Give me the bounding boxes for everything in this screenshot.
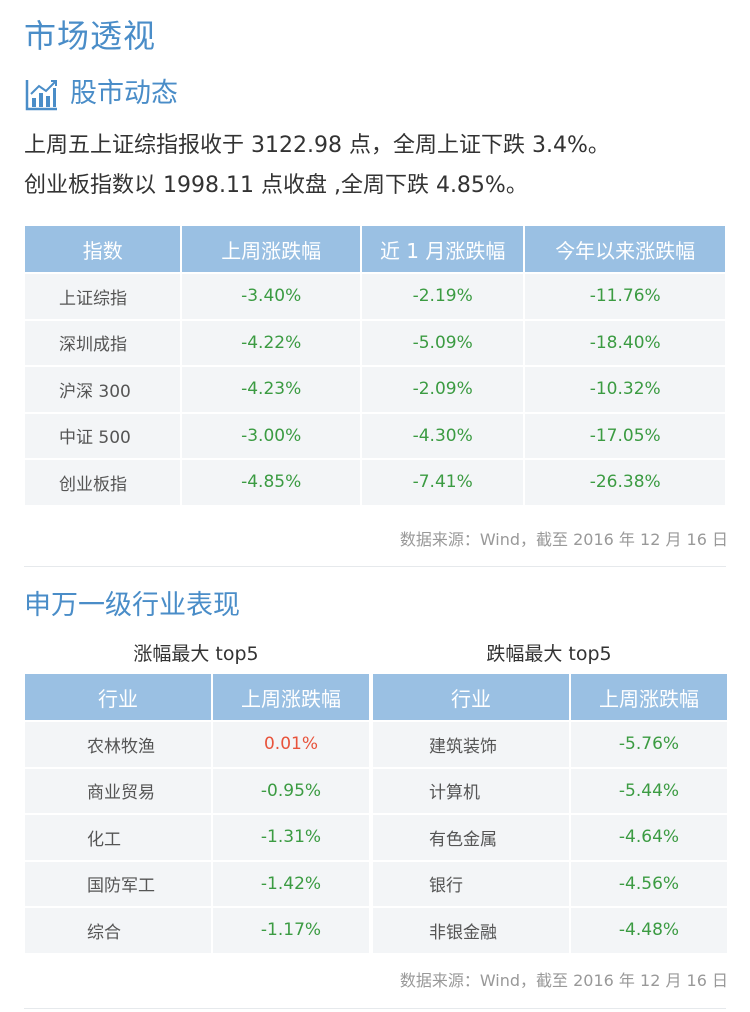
- table-row: 深圳成指 -4.22% -5.09% -18.40%: [25, 320, 725, 365]
- month-change: -2.09%: [361, 367, 524, 412]
- ytd-change: -11.76%: [525, 274, 725, 319]
- table-header-row: 行业 上周涨跌幅: [25, 674, 369, 720]
- month-change: -5.09%: [361, 320, 524, 365]
- ytd-change: -10.32%: [525, 367, 725, 412]
- top-gainers-caption: 涨幅最大 top5: [133, 643, 259, 665]
- month-change: -4.30%: [361, 413, 524, 458]
- week-change: -1.17%: [213, 908, 369, 953]
- ytd-change: -18.40%: [525, 320, 725, 365]
- column-header: 上周涨跌幅: [213, 674, 369, 720]
- week-change: -4.22%: [182, 320, 360, 365]
- industry-name: 有色金属: [373, 815, 569, 860]
- section-title-market: 股市动态: [70, 78, 178, 109]
- industry-name: 综合: [25, 908, 211, 953]
- index-name: 中证 500: [25, 413, 181, 458]
- week-change: -0.95%: [213, 768, 369, 813]
- table-row: 沪深 300 -4.23% -2.09% -10.32%: [25, 367, 725, 412]
- top-losers-table: 行业 上周涨跌幅 建筑装饰 -5.76% 计算机 -5.44% 有色金属 -4.…: [371, 672, 729, 955]
- table-row: 银行 -4.56%: [373, 861, 727, 906]
- column-header: 行业: [373, 674, 569, 720]
- week-change: -4.85%: [182, 460, 360, 505]
- week-change: -4.64%: [571, 815, 727, 860]
- column-header: 上周涨跌幅: [571, 674, 727, 720]
- section-title-industry: 申万一级行业表现: [24, 590, 240, 621]
- week-change: -5.44%: [571, 768, 727, 813]
- month-change: -7.41%: [361, 460, 524, 505]
- section-header-market: 股市动态: [24, 74, 178, 114]
- data-source-note: 数据来源：Wind，截至 2016 年 12 月 16 日: [399, 530, 728, 549]
- ytd-change: -26.38%: [525, 460, 725, 505]
- industry-name: 商业贸易: [25, 768, 211, 813]
- table-header-row: 行业 上周涨跌幅: [373, 674, 727, 720]
- table-row: 综合 -1.17%: [25, 908, 369, 953]
- table-header-row: 指数 上周涨跌幅 近 1 月涨跌幅 今年以来涨跌幅: [25, 226, 725, 272]
- summary-line: 上周五上证综指报收于 3122.98 点，全周上证下跌 3.4%。: [24, 133, 610, 158]
- column-header: 行业: [25, 674, 211, 720]
- bar-chart-icon: [25, 80, 57, 111]
- industry-name: 非银金融: [373, 908, 569, 953]
- industry-name: 农林牧渔: [25, 722, 211, 767]
- index-name: 上证综指: [25, 274, 181, 319]
- table-row: 商业贸易 -0.95%: [25, 768, 369, 813]
- index-table: 指数 上周涨跌幅 近 1 月涨跌幅 今年以来涨跌幅 上证综指 -3.40% -2…: [23, 224, 727, 507]
- industry-name: 国防军工: [25, 861, 211, 906]
- table-row: 创业板指 -4.85% -7.41% -26.38%: [25, 460, 725, 505]
- data-source-note: 数据来源：Wind，截至 2016 年 12 月 16 日: [399, 971, 728, 990]
- table-row: 计算机 -5.44%: [373, 768, 727, 813]
- top-gainers-table: 行业 上周涨跌幅 农林牧渔 0.01% 商业贸易 -0.95% 化工 -1.31…: [23, 672, 371, 955]
- week-change: -1.42%: [213, 861, 369, 906]
- week-change: -3.00%: [182, 413, 360, 458]
- summary-line: 创业板指数以 1998.11 点收盘 ,全周下跌 4.85%。: [24, 173, 528, 198]
- page-title: 市场透视: [24, 17, 157, 55]
- week-change: -5.76%: [571, 722, 727, 767]
- market-summary: 上周五上证综指报收于 3122.98 点，全周上证下跌 3.4%。 创业板指数以…: [24, 126, 734, 206]
- week-change: -4.48%: [571, 908, 727, 953]
- index-name: 创业板指: [25, 460, 181, 505]
- week-change: 0.01%: [213, 722, 369, 767]
- table-row: 上证综指 -3.40% -2.19% -11.76%: [25, 274, 725, 319]
- week-change: -4.56%: [571, 861, 727, 906]
- table-row: 中证 500 -3.00% -4.30% -17.05%: [25, 413, 725, 458]
- table-row: 农林牧渔 0.01%: [25, 722, 369, 767]
- industry-name: 计算机: [373, 768, 569, 813]
- table-row: 建筑装饰 -5.76%: [373, 722, 727, 767]
- column-header: 近 1 月涨跌幅: [361, 226, 524, 272]
- index-name: 沪深 300: [25, 367, 181, 412]
- industry-name: 建筑装饰: [373, 722, 569, 767]
- week-change: -1.31%: [213, 815, 369, 860]
- top-losers-caption: 跌幅最大 top5: [486, 643, 612, 665]
- divider: [24, 1008, 726, 1009]
- industry-name: 银行: [373, 861, 569, 906]
- ytd-change: -17.05%: [525, 413, 725, 458]
- table-row: 国防军工 -1.42%: [25, 861, 369, 906]
- month-change: -2.19%: [361, 274, 524, 319]
- column-header: 今年以来涨跌幅: [525, 226, 725, 272]
- column-header: 指数: [25, 226, 181, 272]
- table-row: 有色金属 -4.64%: [373, 815, 727, 860]
- week-change: -3.40%: [182, 274, 360, 319]
- divider: [24, 566, 726, 567]
- column-header: 上周涨跌幅: [182, 226, 360, 272]
- table-row: 化工 -1.31%: [25, 815, 369, 860]
- table-row: 非银金融 -4.48%: [373, 908, 727, 953]
- industry-name: 化工: [25, 815, 211, 860]
- index-name: 深圳成指: [25, 320, 181, 365]
- week-change: -4.23%: [182, 367, 360, 412]
